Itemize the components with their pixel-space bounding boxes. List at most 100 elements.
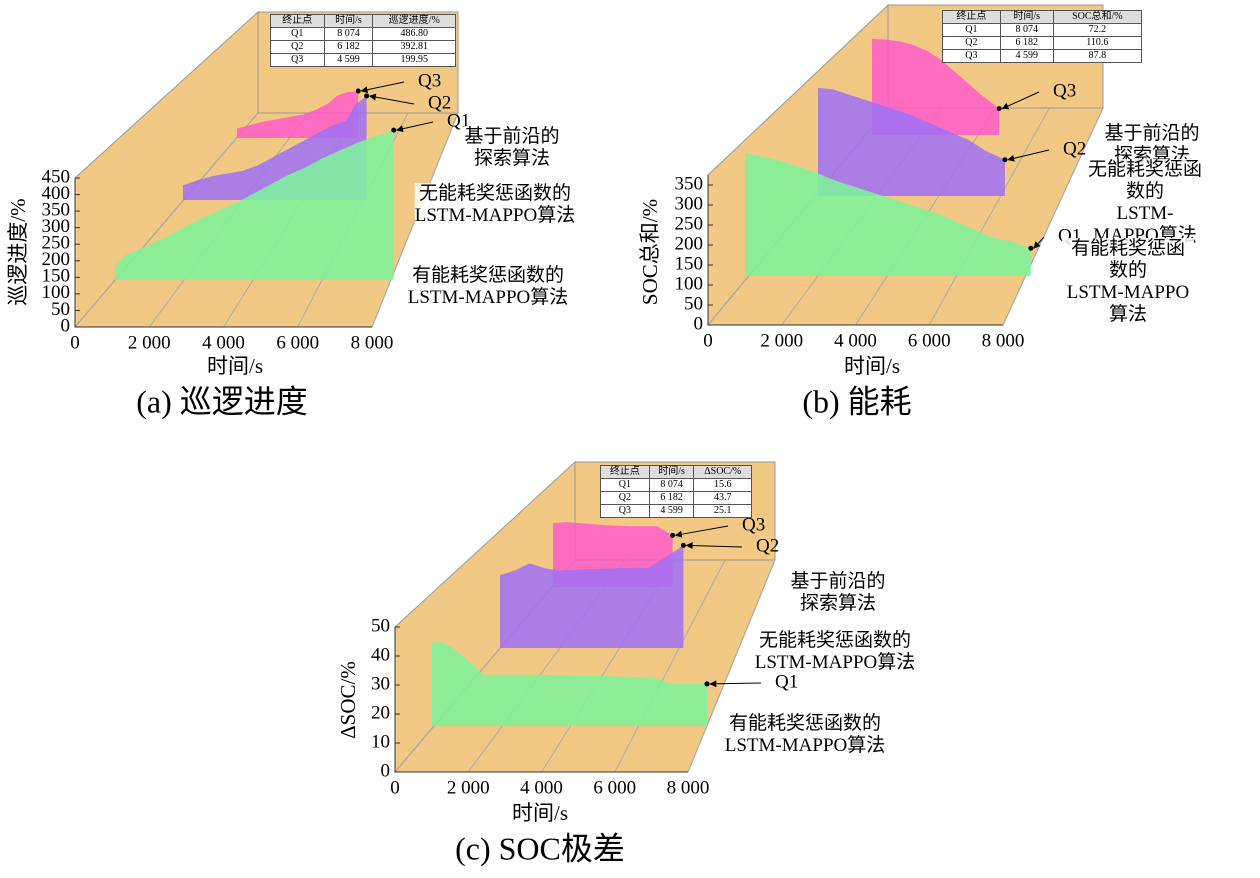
- grid-line: [928, 107, 1050, 326]
- table-header-cell: 时间/s: [648, 465, 695, 479]
- x-axis-label: 时间/s: [512, 801, 568, 825]
- table-row: Q2 6 182 110.6: [942, 36, 1143, 50]
- grid-line: [74, 112, 259, 328]
- pointer: [368, 93, 415, 105]
- area: [818, 87, 1005, 196]
- x-tick-label: 2 000: [760, 330, 803, 351]
- pointer: [1033, 236, 1045, 249]
- y-tick-label: 150: [675, 253, 704, 274]
- y-tick-label: 250: [42, 233, 71, 254]
- y-tick-label: 250: [675, 213, 704, 234]
- y-tick-label: 450: [42, 166, 71, 187]
- y-axis-label: ΔSOC/%: [336, 661, 360, 739]
- y-tick-label: 0: [694, 313, 704, 334]
- point-label: Q2: [756, 535, 779, 556]
- series-name: 有能耗奖惩函数的 LSTM-MAPPO算法: [724, 713, 886, 757]
- y-tick-label: 0: [381, 760, 391, 781]
- table-cell: 8 074: [648, 478, 695, 492]
- table-cell: 6 182: [999, 36, 1054, 50]
- y-axis-label: SOC总和/%: [638, 199, 662, 305]
- x-tick-label: 4 000: [834, 330, 877, 351]
- end-point: [391, 127, 397, 133]
- table-cell: 486.80: [372, 27, 456, 41]
- end-point: [1028, 245, 1034, 251]
- table-row: Q3 4 599 199.95: [270, 53, 456, 67]
- table-header: 终止点 时间/s 巡逻进度/%: [270, 14, 456, 28]
- point-label: Q1: [775, 671, 798, 692]
- table-row: Q1 8 074 72.2: [942, 23, 1143, 37]
- table-row: Q1 8 074 486.80: [270, 27, 456, 41]
- x-tick-label: 0: [390, 777, 400, 798]
- inset-table: 终止点 时间/s 巡逻进度/% Q1 8 074 486.80 Q2 6 182 392.81 Q…: [270, 14, 456, 67]
- y-tick-label: 350: [675, 173, 704, 194]
- y-tick-label: 350: [42, 199, 71, 220]
- table-header-cell: 终止点: [600, 465, 650, 479]
- end-point: [670, 532, 676, 538]
- y-tick-label: 100: [42, 282, 71, 303]
- table-cell: 6 182: [323, 40, 374, 54]
- table-header: 终止点 时间/s ΔSOC/%: [600, 465, 752, 479]
- area: [872, 39, 1000, 135]
- x-tick-label: 4 000: [520, 777, 563, 798]
- table-cell: 4 599: [648, 504, 695, 518]
- table-header-cell: 时间/s: [999, 10, 1054, 24]
- x-tick-label: 2 000: [447, 777, 490, 798]
- x-tick-label: 0: [70, 332, 80, 353]
- x-tick-label: 6 000: [908, 330, 951, 351]
- area: [432, 642, 708, 726]
- table-row: Q2 6 182 43.7: [600, 491, 752, 505]
- table-cell: Q1: [600, 478, 650, 492]
- y-axis-label: 巡逻进度/%: [6, 198, 30, 305]
- y-tick-label: 50: [371, 615, 390, 636]
- y-tick-label: 50: [684, 293, 703, 314]
- subtitle: (a) 巡逻进度: [136, 383, 308, 419]
- x-tick-label: 4 000: [202, 332, 245, 353]
- table-cell: 8 074: [999, 23, 1054, 37]
- x-tick-label: 8 000: [982, 330, 1025, 351]
- y-tick-label: 300: [42, 216, 71, 237]
- table-cell: 6 182: [648, 491, 695, 505]
- table-cell: 8 074: [323, 27, 374, 41]
- pointer: [674, 525, 729, 538]
- series-name: 基于前沿的 探索算法: [464, 126, 560, 170]
- y-tick-label: 10: [371, 731, 390, 752]
- x-tick-label: 8 000: [351, 332, 394, 353]
- table-header-cell: ΔSOC/%: [693, 465, 752, 479]
- table-cell: Q2: [942, 36, 1001, 50]
- x-axis-label: 时间/s: [844, 354, 900, 378]
- x-axis-label: 时间/s: [207, 354, 263, 378]
- y-tick-label: 20: [371, 702, 390, 723]
- table-cell: 72.2: [1052, 23, 1143, 37]
- table-header-cell: 终止点: [942, 10, 1001, 24]
- grid-line: [687, 559, 776, 773]
- series-name: 无能耗奖惩函数的 LSTM-MAPPO算法: [1087, 159, 1203, 247]
- table-header-cell: SOC总和/%: [1052, 10, 1143, 24]
- y-tick-label: 40: [371, 644, 390, 665]
- table-cell: 15.6: [693, 478, 752, 492]
- table-cell: Q2: [270, 40, 325, 54]
- end-point: [704, 681, 710, 687]
- table-header-cell: 巡逻进度/%: [372, 14, 456, 28]
- point-label: Q2: [428, 92, 451, 113]
- x-tick-label: 8 000: [667, 777, 710, 798]
- table-cell: 25.1: [693, 504, 752, 518]
- table-cell: 87.8: [1052, 49, 1143, 63]
- pointer: [1007, 149, 1050, 162]
- pointer: [685, 542, 743, 550]
- table-cell: 43.7: [693, 491, 752, 505]
- table-cell: Q3: [270, 53, 325, 67]
- table-cell: 4 599: [999, 49, 1054, 63]
- table-row: Q1 8 074 15.6: [600, 478, 752, 492]
- table-cell: 392.81: [372, 40, 456, 54]
- point-label: Q3: [742, 514, 765, 535]
- area: [115, 130, 394, 280]
- x-tick-label: 6 000: [276, 332, 319, 353]
- y-tick-label: 150: [42, 266, 71, 287]
- table-cell: Q3: [600, 504, 650, 518]
- table-cell: 199.95: [372, 53, 456, 67]
- area: [745, 153, 1031, 276]
- area: [500, 545, 684, 648]
- inset-table: 终止点 时间/s ΔSOC/% Q1 8 074 15.6 Q2 6 182 43.7 Q3 4 5…: [600, 465, 752, 518]
- series-name: 无能耗奖惩函数的 LSTM-MAPPO算法: [754, 630, 916, 674]
- pointer: [360, 81, 405, 94]
